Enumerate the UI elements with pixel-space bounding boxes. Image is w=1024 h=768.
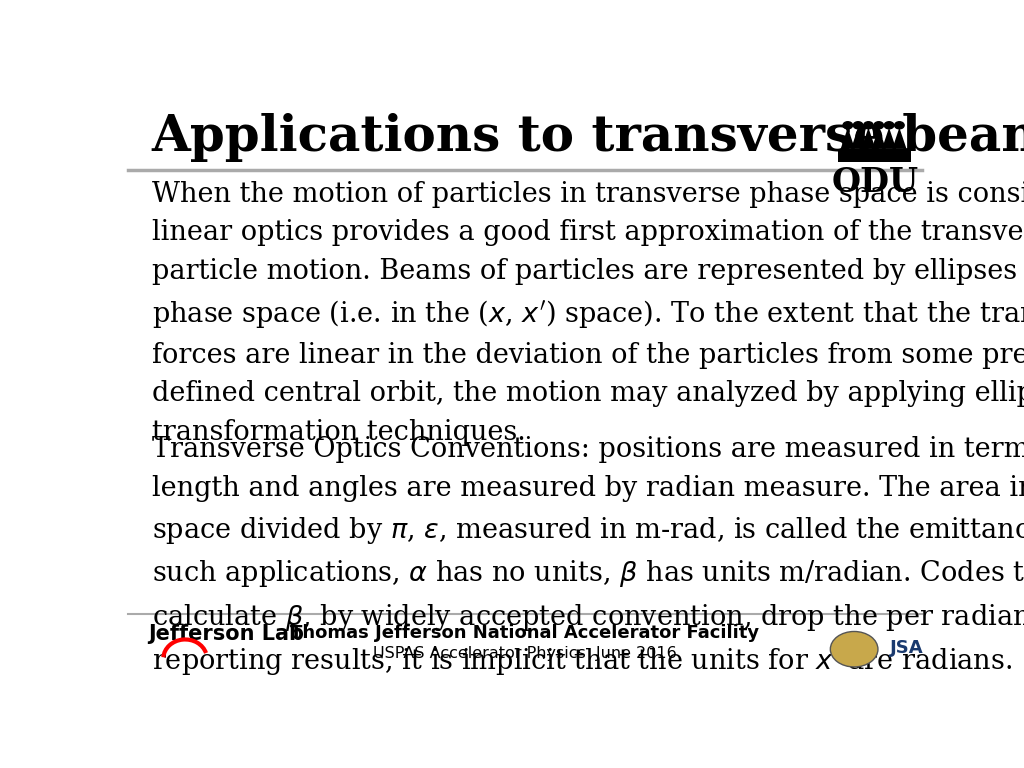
- Text: Applications to transverse beam optics: Applications to transverse beam optics: [152, 113, 1024, 162]
- Circle shape: [895, 121, 904, 129]
- Polygon shape: [871, 127, 886, 149]
- Circle shape: [853, 121, 863, 129]
- Circle shape: [863, 121, 873, 129]
- Polygon shape: [861, 127, 876, 149]
- Circle shape: [885, 121, 894, 129]
- Text: ODU: ODU: [831, 166, 919, 199]
- Text: Transverse Optics Conventions: positions are measured in terms of
length and ang: Transverse Optics Conventions: positions…: [152, 436, 1024, 677]
- Bar: [839, 149, 911, 162]
- Circle shape: [873, 121, 884, 129]
- Polygon shape: [892, 127, 906, 149]
- Circle shape: [843, 121, 853, 129]
- Text: Thomas Jefferson National Accelerator Facility: Thomas Jefferson National Accelerator Fa…: [290, 624, 760, 642]
- Polygon shape: [851, 127, 865, 149]
- Text: Jefferson Lab: Jefferson Lab: [147, 624, 304, 644]
- Text: JSA: JSA: [890, 639, 924, 657]
- Circle shape: [830, 631, 878, 667]
- Text: When the motion of particles in transverse phase space is considered,
linear opt: When the motion of particles in transver…: [152, 181, 1024, 445]
- Text: USPAS Accelerator Physics  June 2016: USPAS Accelerator Physics June 2016: [373, 646, 677, 661]
- Polygon shape: [882, 127, 896, 149]
- Polygon shape: [841, 127, 855, 149]
